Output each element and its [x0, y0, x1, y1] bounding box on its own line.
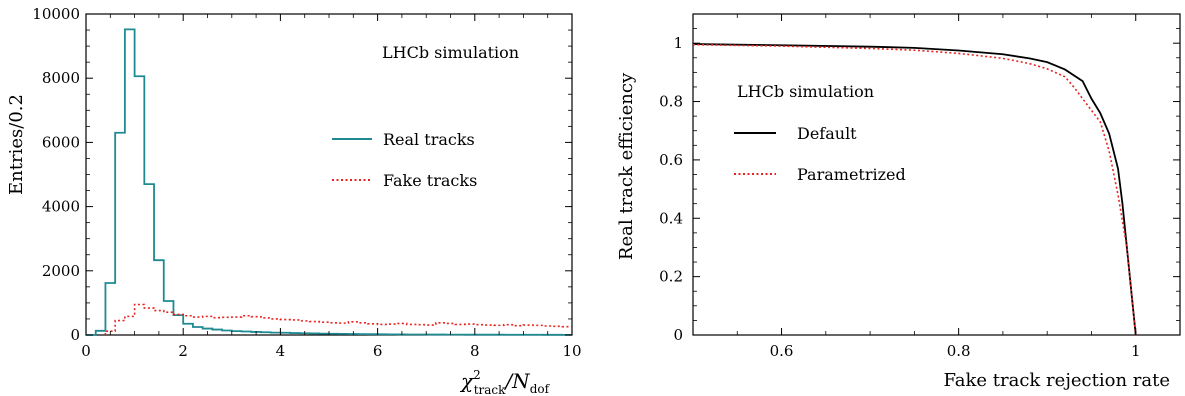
x-tick-label: 0 [81, 342, 91, 360]
roc-x-tick-label: 0.8 [947, 342, 971, 360]
x-axis-label-chi: χ [459, 369, 475, 393]
y-tick-label: 2000 [42, 262, 80, 280]
roc-x-tick-label: 0.6 [770, 342, 794, 360]
histogram-panel: 0 2 4 6 8 10 0 2000 4000 6000 8000 10000 LHCb simul… [6, 5, 582, 396]
y-tick-label: 8000 [42, 69, 80, 87]
y-tick-label: 6000 [42, 133, 80, 151]
legend-label-real-tracks: Real tracks [383, 130, 475, 149]
histogram-series-fake-tracks [104, 303, 572, 335]
x-axis-label-sub: track [474, 383, 506, 396]
y-tick-label: 0 [70, 326, 80, 344]
x-axis-label: χ2 track/Ndof [459, 368, 551, 396]
x-axis-label-sub2: dof [530, 382, 551, 396]
x-tick-label: 8 [470, 342, 480, 360]
x-axis-label-roc: Fake track rejection rate [944, 370, 1171, 391]
y-tick-label: 10000 [32, 5, 80, 23]
histogram-plot-frame [85, 13, 573, 336]
x-tick-label: 4 [276, 342, 286, 360]
roc-y-tick-label: 0.8 [659, 93, 683, 111]
legend-label-parametrized: Parametrized [797, 165, 906, 184]
roc-y-tick-label: 0.6 [659, 151, 683, 169]
y-axis-label-roc: Real track efficiency [616, 72, 637, 260]
y-axis-label: Entries/0.2 [6, 94, 27, 195]
roc-legend: Default Parametrized [734, 124, 906, 184]
x-tick-label: 6 [373, 342, 383, 360]
x-tick-label: 2 [178, 342, 188, 360]
y-tick-label: 4000 [42, 198, 80, 216]
legend-label-fake-tracks: Fake tracks [383, 171, 477, 190]
x-axis-label-rest: /N [503, 369, 531, 393]
roc-y-tick-label: 1 [673, 34, 683, 52]
roc-marks [692, 43, 1137, 336]
roc-y-tick-label: 0 [673, 326, 683, 344]
roc-panel: 0.6 0.8 1 0 0.2 0.4 0.6 0.8 1 LHCb simulation Re… [616, 13, 1181, 391]
annotation-lhcb-simulation: LHCb simulation [382, 43, 519, 62]
histogram-marks [86, 28, 572, 336]
roc-y-tick-label: 0.4 [659, 209, 683, 227]
x-axis-label-sup: 2 [473, 368, 481, 382]
annotation-lhcb-simulation-roc: LHCb simulation [737, 82, 874, 101]
roc-x-tick-label: 1 [1131, 342, 1141, 360]
legend-label-default: Default [797, 124, 857, 143]
histogram-legend: Real tracks Fake tracks [332, 130, 477, 190]
x-tick-label: 10 [562, 342, 581, 360]
roc-y-tick-label: 0.2 [659, 268, 683, 286]
histogram-series-real-tracks [86, 28, 572, 336]
roc-series-default [692, 43, 1137, 336]
